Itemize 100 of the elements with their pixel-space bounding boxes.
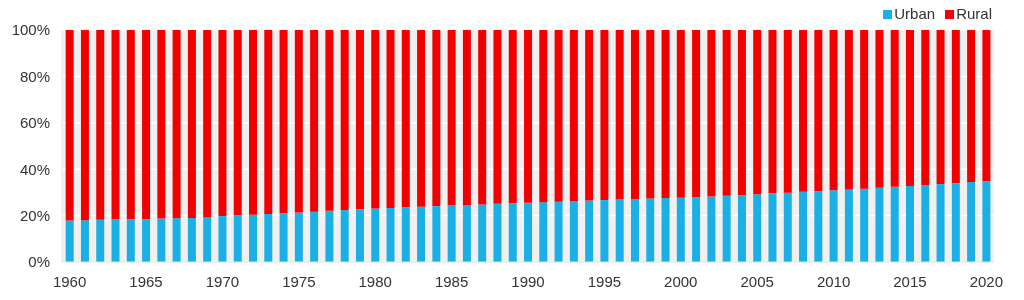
bar: [203, 30, 212, 218]
bar: [768, 30, 777, 194]
x-tick-label: 2000: [664, 272, 698, 290]
bar: [264, 213, 273, 262]
bar: [554, 30, 563, 202]
bar: [646, 30, 655, 199]
bar: [844, 189, 853, 262]
x-tick-label: 1975: [282, 272, 316, 290]
x-tick-label: 2020: [969, 272, 1004, 290]
x-tick-label: 1970: [205, 272, 240, 290]
bar: [783, 30, 792, 193]
bar: [126, 30, 135, 220]
bar: [921, 30, 930, 185]
bar: [401, 30, 410, 208]
bar: [172, 30, 181, 219]
bar: [936, 30, 945, 185]
bar: [218, 30, 227, 217]
bar: [447, 205, 456, 262]
bar: [417, 206, 426, 262]
bar: [722, 195, 731, 262]
bar: [890, 30, 899, 187]
bar: [325, 210, 334, 262]
bar: [875, 187, 884, 262]
legend-label: Rural: [956, 5, 992, 23]
bar: [279, 30, 288, 214]
bar: [676, 30, 685, 198]
bar: [126, 219, 135, 262]
bar: [569, 201, 578, 262]
bar: [722, 30, 731, 196]
bar: [294, 30, 303, 213]
bar: [661, 30, 670, 198]
bar: [768, 193, 777, 262]
bar: [829, 190, 838, 262]
y-tick-label: 100%: [11, 21, 50, 39]
bar: [707, 30, 716, 197]
bar: [432, 30, 441, 207]
bar: [157, 218, 166, 262]
bar: [539, 202, 548, 262]
x-tick-label: 2015: [893, 272, 927, 290]
bar: [96, 219, 105, 262]
x-tick-label: 1990: [511, 272, 545, 290]
bar: [753, 30, 762, 195]
bar: [585, 30, 594, 201]
bar: [386, 207, 395, 262]
x-tick-label: 1960: [52, 272, 87, 290]
bar: [325, 30, 334, 211]
bar: [96, 30, 105, 220]
bar: [142, 30, 151, 220]
bar: [432, 206, 441, 262]
bar: [233, 30, 242, 216]
legend-label: Urban: [894, 5, 936, 23]
bar: [493, 30, 502, 204]
bar: [65, 220, 74, 262]
bar: [829, 30, 838, 191]
bar: [585, 200, 594, 262]
bar: [799, 191, 808, 262]
bar: [218, 216, 227, 262]
x-tick-label: 1995: [587, 272, 622, 290]
bar: [172, 218, 181, 262]
bar: [65, 30, 74, 221]
bar: [447, 30, 456, 206]
bar: [844, 30, 853, 190]
bar: [249, 214, 258, 262]
bar: [340, 210, 349, 262]
bar: [249, 30, 258, 215]
bar: [294, 212, 303, 262]
bar: [371, 30, 380, 209]
bar: [554, 201, 563, 262]
bar: [508, 30, 517, 204]
bar: [478, 30, 487, 205]
bar: [600, 30, 609, 201]
bar: [264, 30, 273, 214]
bar: [814, 191, 823, 262]
bar: [646, 198, 655, 262]
bar: [951, 183, 960, 262]
bar: [951, 30, 960, 184]
y-tick-label: 80%: [19, 67, 50, 85]
bar: [371, 208, 380, 262]
x-tick-label: 1985: [434, 272, 469, 290]
bar: [417, 30, 426, 207]
bar: [539, 30, 548, 203]
bar: [982, 30, 991, 182]
bar: [524, 202, 533, 262]
y-tick-label: 0%: [28, 253, 50, 271]
bar: [462, 204, 471, 262]
bar: [860, 30, 869, 189]
bar: [814, 30, 823, 192]
bar: [401, 207, 410, 262]
x-tick-label: 1980: [358, 272, 392, 290]
bar: [630, 30, 639, 199]
bar: [355, 30, 364, 210]
bar: [478, 204, 487, 262]
bar: [508, 203, 517, 262]
bar: [569, 30, 578, 202]
bar: [905, 185, 914, 262]
bar: [524, 30, 533, 203]
bar: [111, 30, 120, 220]
y-tick-label: 40%: [19, 160, 50, 178]
bar: [661, 197, 670, 262]
bar: [493, 203, 502, 262]
